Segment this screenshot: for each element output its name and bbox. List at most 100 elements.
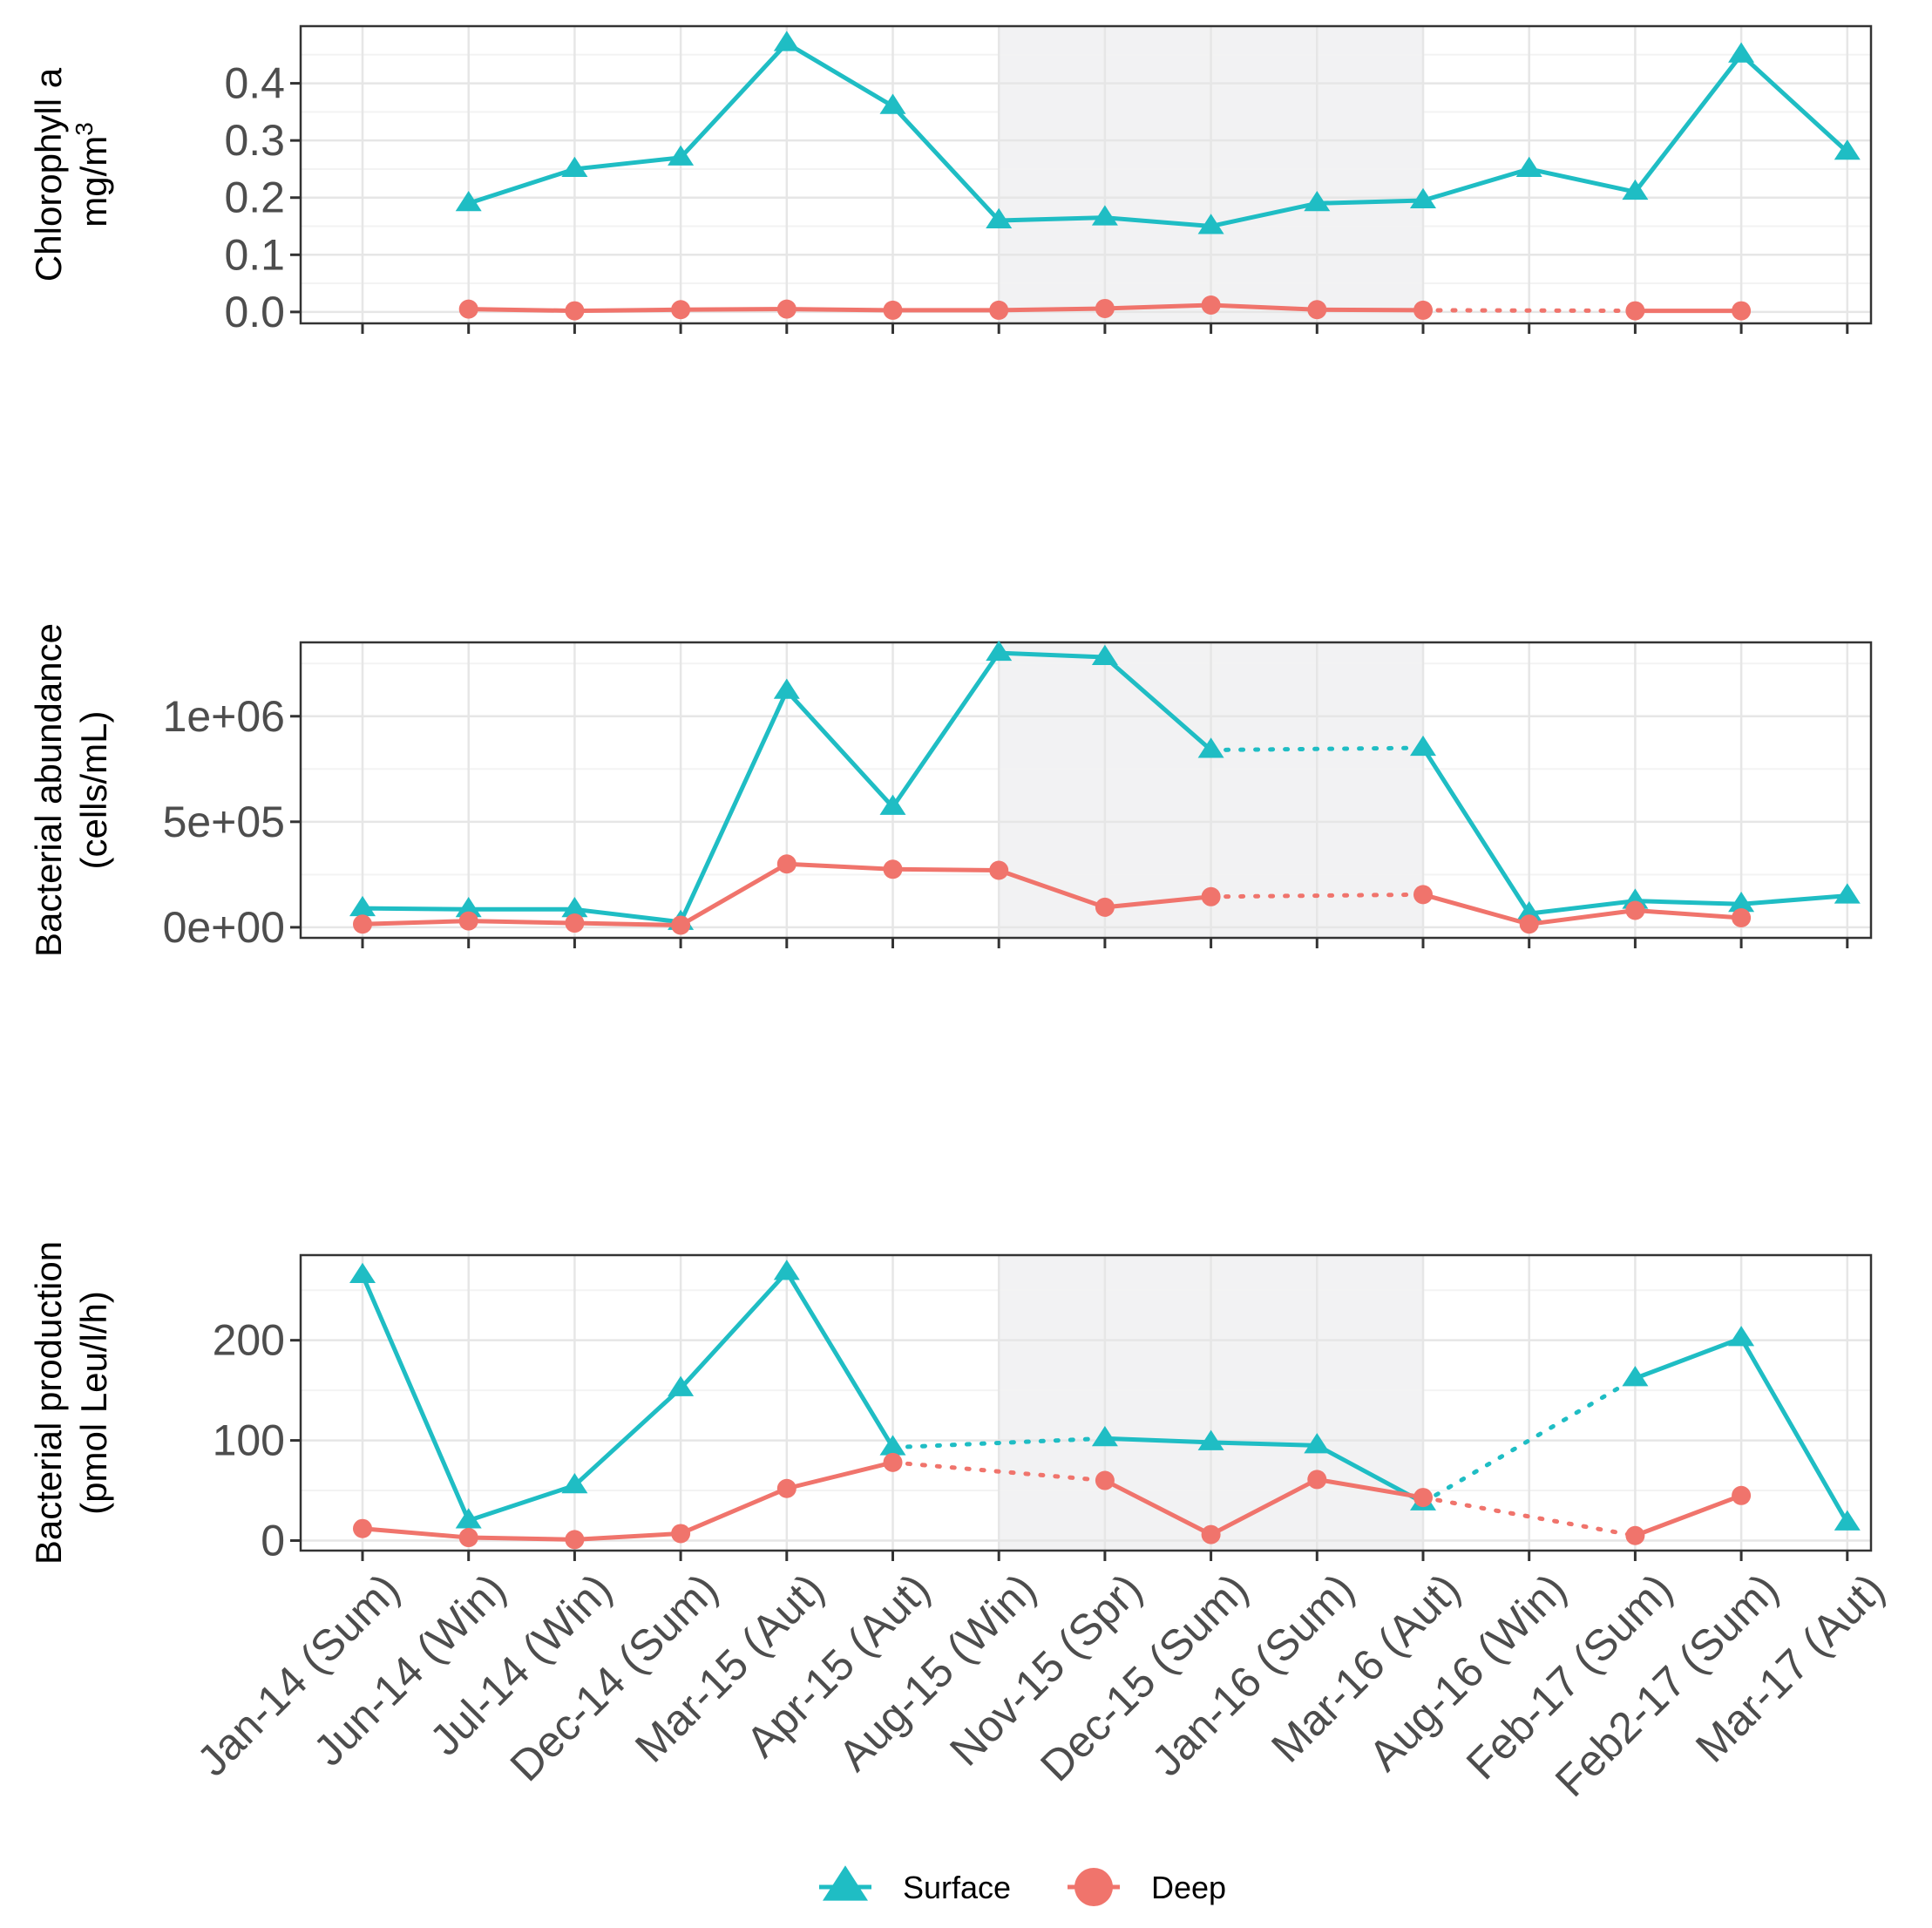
series-segment xyxy=(1527,908,1637,927)
series-segment xyxy=(1209,1477,1319,1538)
series-segment xyxy=(1632,908,1744,920)
series-segment xyxy=(1632,1493,1744,1538)
y-tick-label: 0e+00 xyxy=(163,903,285,952)
series-segment xyxy=(784,1270,895,1450)
series-segment xyxy=(1314,198,1426,206)
y-tick-label: 5e+05 xyxy=(163,798,285,846)
surface-point xyxy=(1834,1510,1861,1531)
y-tick-label: 100 xyxy=(213,1416,285,1465)
surface-point xyxy=(773,678,800,699)
deep-point xyxy=(1413,885,1433,905)
surface-point xyxy=(349,895,376,917)
y-tick-label: 200 xyxy=(213,1316,285,1365)
deep-point xyxy=(1732,907,1752,927)
series-segment xyxy=(1739,1335,1850,1525)
deep-point xyxy=(1095,897,1115,917)
deep-point xyxy=(1625,301,1645,321)
deep-point xyxy=(565,913,585,933)
surface-point xyxy=(879,93,906,114)
series-segment xyxy=(678,1486,790,1536)
y-tick-label: 0.0 xyxy=(224,288,285,336)
y-tick-label: 1e+06 xyxy=(163,692,285,741)
y-tick-label: 0.1 xyxy=(224,230,285,279)
series-segment xyxy=(784,41,895,109)
y-axis-title-line: (cells/mL) xyxy=(73,710,114,869)
series-segment xyxy=(784,1460,895,1491)
series-segment xyxy=(1527,899,1637,916)
panel-chlorophyll: 0.0 0.1 0.2 0.3 0.4 Chlorophyll a mg/m3 xyxy=(28,24,1873,336)
series-segment xyxy=(678,41,790,160)
series-segment xyxy=(360,1273,471,1524)
series-segment xyxy=(1632,52,1744,194)
surface-point xyxy=(1728,42,1755,63)
legend-label: Deep xyxy=(1151,1870,1226,1905)
surface-point xyxy=(1622,1366,1649,1387)
series-segment xyxy=(572,920,683,927)
series-dotted-gap xyxy=(1209,892,1426,900)
y-tick-label: 0 xyxy=(261,1517,285,1565)
series-segment xyxy=(996,306,1108,313)
series-surface xyxy=(349,1259,1861,1531)
series-segment xyxy=(1102,894,1214,910)
deep-point xyxy=(458,1528,478,1548)
deep-point xyxy=(1519,914,1539,934)
surface-point xyxy=(773,1259,800,1280)
deep-point xyxy=(776,1478,797,1498)
y-tick-label: 0.2 xyxy=(224,173,285,222)
surface-point xyxy=(1091,644,1118,665)
series-segment xyxy=(572,155,683,172)
surface-point xyxy=(455,1508,482,1529)
series-dotted-gap xyxy=(1209,745,1426,752)
legend-circle-icon xyxy=(1074,1868,1113,1906)
panel-bacterial_production: 0 100 200 Bacterial production (pmol Leu/l/h… xyxy=(28,1241,1873,1565)
series-segment xyxy=(572,1531,683,1542)
surface-point xyxy=(1091,1426,1118,1447)
surface-point xyxy=(455,191,482,212)
deep-point xyxy=(776,299,797,319)
series-segment xyxy=(466,166,577,206)
surface-point xyxy=(455,897,482,918)
series-segment xyxy=(1209,200,1319,229)
series-segment xyxy=(572,906,683,925)
series-segment xyxy=(360,906,471,912)
y-axis-title-line: Bacterial abundance xyxy=(28,623,69,957)
series-segment xyxy=(1632,899,1744,906)
series-segment xyxy=(1527,166,1637,194)
y-axis-title-line: Chlorophyll a xyxy=(28,67,69,282)
legend-label: Surface xyxy=(903,1870,1011,1905)
series-segment xyxy=(466,307,577,314)
deep-point xyxy=(1732,301,1752,321)
series-segment xyxy=(1314,1477,1426,1500)
panel-frame xyxy=(299,1253,1873,1552)
surface-point xyxy=(349,1262,376,1283)
surface-point xyxy=(561,1473,588,1494)
surface-point xyxy=(668,145,695,166)
surface-point xyxy=(561,156,588,177)
y-axis-title-line: Bacterial production xyxy=(28,1241,69,1565)
surface-point xyxy=(1834,883,1861,904)
deep-point xyxy=(1625,900,1645,920)
surface-point xyxy=(1515,156,1542,177)
series-dotted-gap xyxy=(891,1460,1108,1483)
series-segment xyxy=(678,1270,790,1391)
series-segment xyxy=(1102,215,1214,229)
deep-point xyxy=(671,300,691,320)
y-axis-title-superscript: 3 xyxy=(71,122,98,136)
deep-point xyxy=(353,914,372,934)
x-axis-labels: Jan-14 (Sum)Jun-14 (Win)Jul-14 (Win)Dec-… xyxy=(187,1565,1894,1806)
series-dotted-gap xyxy=(1420,1495,1637,1538)
y-axis-title-line: mg/m xyxy=(73,136,114,227)
deep-point xyxy=(883,859,903,879)
surface-point xyxy=(1197,1429,1224,1450)
series-surface xyxy=(349,640,1861,930)
deep-point xyxy=(776,854,797,874)
deep-point xyxy=(1307,300,1327,320)
panel-frame xyxy=(299,24,1873,325)
deep-point xyxy=(671,915,691,935)
deep-point xyxy=(1732,1485,1752,1505)
series-segment xyxy=(572,1386,683,1488)
surface-point xyxy=(879,1435,906,1456)
series-segment xyxy=(1102,302,1214,311)
deep-point xyxy=(565,1530,585,1550)
series-deep xyxy=(458,295,1752,321)
